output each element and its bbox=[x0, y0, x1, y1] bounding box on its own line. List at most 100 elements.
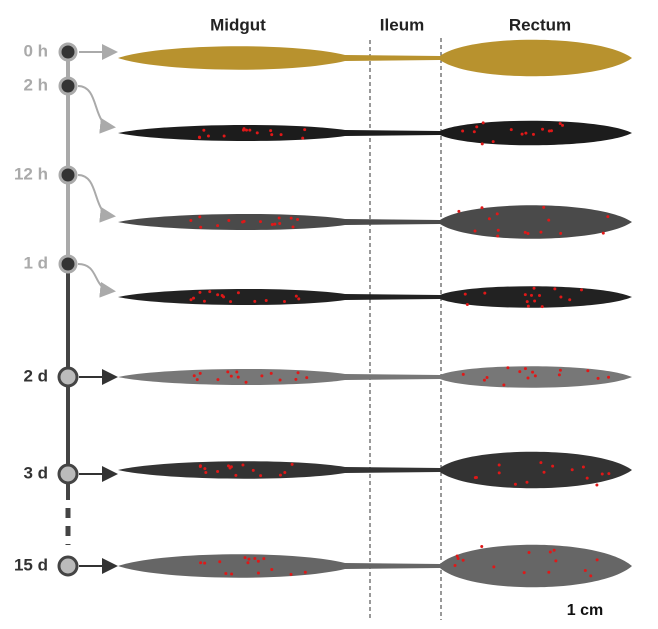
fluorescence-dot bbox=[498, 471, 501, 474]
fluorescence-dot bbox=[297, 297, 300, 300]
fluorescence-dot bbox=[280, 133, 283, 136]
timepoint-node bbox=[60, 78, 76, 94]
fluorescence-dot bbox=[223, 135, 226, 138]
fluorescence-dot bbox=[462, 373, 465, 376]
fluorescence-dot bbox=[606, 215, 609, 218]
fluorescence-dot bbox=[559, 232, 562, 235]
timepoint-node bbox=[60, 44, 76, 60]
ileum-header: Ileum bbox=[380, 15, 424, 34]
fluorescence-dot bbox=[260, 374, 263, 377]
fluorescence-dot bbox=[541, 305, 544, 308]
fluorescence-dot bbox=[533, 299, 536, 302]
fluorescence-dot bbox=[525, 481, 528, 484]
fluorescence-dot bbox=[230, 573, 233, 576]
fluorescence-dot bbox=[208, 290, 211, 293]
fluorescence-dot bbox=[216, 378, 219, 381]
fluorescence-dot bbox=[542, 206, 545, 209]
fluorescence-dot bbox=[492, 140, 495, 143]
fluorescence-dot bbox=[297, 371, 300, 374]
fluorescence-dot bbox=[568, 298, 571, 301]
fluorescence-dot bbox=[496, 212, 499, 215]
fluorescence-dot bbox=[607, 472, 610, 475]
fluorescence-dot bbox=[589, 574, 592, 577]
timepoint-label: 2 d bbox=[23, 366, 48, 385]
timepoint-node bbox=[59, 465, 77, 483]
fluorescence-dot bbox=[543, 471, 546, 474]
fluorescence-dot bbox=[198, 291, 201, 294]
fluorescence-dot bbox=[270, 372, 273, 375]
fluorescence-dot bbox=[582, 466, 585, 469]
fluorescence-dot bbox=[216, 470, 219, 473]
fluorescence-dot bbox=[283, 471, 286, 474]
fluorescence-dot bbox=[464, 293, 467, 296]
fluorescence-dot bbox=[586, 477, 589, 480]
fluorescence-dot bbox=[278, 217, 281, 220]
fluorescence-dot bbox=[199, 226, 202, 229]
timepoint-node bbox=[59, 368, 77, 386]
fluorescence-dot bbox=[203, 562, 206, 565]
fluorescence-dot bbox=[531, 371, 534, 374]
fluorescence-dot bbox=[292, 226, 295, 229]
fluorescence-dot bbox=[584, 569, 587, 572]
fluorescence-dot bbox=[199, 372, 202, 375]
fluorescence-dot bbox=[492, 565, 495, 568]
timepoint-label: 0 h bbox=[23, 41, 48, 60]
fluorescence-dot bbox=[257, 571, 260, 574]
fluorescence-dot bbox=[550, 129, 553, 132]
fluorescence-dot bbox=[530, 294, 533, 297]
fluorescence-dot bbox=[554, 559, 557, 562]
fluorescence-dot bbox=[289, 573, 292, 576]
fluorescence-dot bbox=[290, 217, 293, 220]
fluorescence-dot bbox=[497, 229, 500, 232]
fluorescence-dot bbox=[549, 551, 552, 554]
fluorescence-dot bbox=[273, 223, 276, 226]
fluorescence-dot bbox=[483, 379, 486, 382]
fluorescence-dot bbox=[524, 132, 527, 135]
fluorescence-dot bbox=[551, 465, 554, 468]
fluorescence-dot bbox=[204, 471, 207, 474]
fluorescence-dot bbox=[526, 377, 529, 380]
fluorescence-dot bbox=[221, 294, 224, 297]
fluorescence-dot bbox=[279, 379, 282, 382]
fluorescence-dot bbox=[524, 231, 527, 234]
fluorescence-dot bbox=[237, 376, 240, 379]
background bbox=[0, 0, 658, 624]
fluorescence-dot bbox=[283, 300, 286, 303]
fluorescence-dot bbox=[523, 571, 526, 574]
fluorescence-dot bbox=[246, 561, 249, 564]
fluorescence-dot bbox=[207, 134, 210, 137]
fluorescence-dot bbox=[243, 127, 246, 130]
midgut-header: Midgut bbox=[210, 15, 266, 34]
fluorescence-dot bbox=[466, 303, 469, 306]
fluorescence-dot bbox=[528, 551, 531, 554]
fluorescence-dot bbox=[252, 469, 255, 472]
fluorescence-dot bbox=[457, 210, 460, 213]
fluorescence-dot bbox=[547, 219, 550, 222]
fluorescence-dot bbox=[189, 219, 192, 222]
fluorescence-dot bbox=[553, 287, 556, 290]
fluorescence-dot bbox=[198, 136, 201, 139]
fluorescence-dot bbox=[270, 133, 273, 136]
fluorescence-dot bbox=[291, 463, 294, 466]
fluorescence-dot bbox=[218, 560, 221, 563]
fluorescence-dot bbox=[245, 381, 248, 384]
fluorescence-dot bbox=[532, 133, 535, 136]
fluorescence-dot bbox=[456, 555, 459, 558]
fluorescence-dot bbox=[461, 130, 464, 133]
fluorescence-dot bbox=[506, 366, 509, 369]
fluorescence-dot bbox=[248, 129, 251, 132]
fluorescence-dot bbox=[454, 564, 457, 567]
timepoint-node bbox=[60, 167, 76, 183]
fluorescence-dot bbox=[259, 220, 262, 223]
fluorescence-dot bbox=[237, 291, 240, 294]
fluorescence-dot bbox=[524, 293, 527, 296]
fluorescence-dot bbox=[595, 484, 598, 487]
fluorescence-dot bbox=[198, 215, 201, 218]
fluorescence-dot bbox=[496, 235, 499, 238]
fluorescence-dot bbox=[203, 467, 206, 470]
fluorescence-dot bbox=[257, 560, 260, 563]
fluorescence-dot bbox=[524, 367, 527, 370]
fluorescence-dot bbox=[510, 128, 513, 131]
fluorescence-dot bbox=[502, 383, 505, 386]
fluorescence-dot bbox=[473, 130, 476, 133]
